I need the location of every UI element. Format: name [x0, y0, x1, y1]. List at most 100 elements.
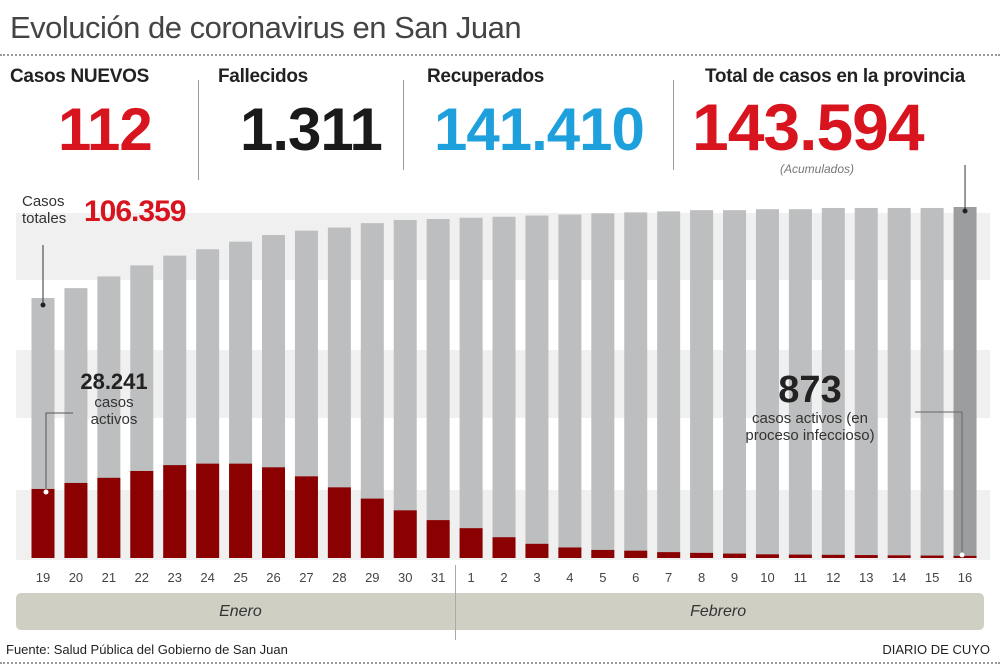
total-value: 143.594 [692, 90, 925, 164]
x-tick-label: 27 [299, 570, 313, 585]
x-tick-label: 3 [533, 570, 540, 585]
bar-total [723, 210, 747, 559]
bar-active [163, 465, 187, 558]
page-title: Evolución de coronavirus en San Juan [10, 10, 522, 45]
x-tick-label: 20 [69, 570, 83, 585]
total-annotation-line2: totales [22, 210, 67, 227]
bar-active [426, 520, 450, 558]
bar-total [327, 227, 351, 558]
x-tick-label: 4 [566, 570, 573, 585]
bar-active [821, 554, 845, 558]
x-tick-label: 30 [398, 570, 412, 585]
bar-active [262, 467, 286, 558]
x-tick-label: 10 [760, 570, 774, 585]
bar-active [229, 463, 253, 558]
bar-total [294, 230, 318, 559]
recovered-value: 141.410 [434, 96, 645, 163]
active-annotation-value: 28.241 [80, 369, 148, 394]
x-tick-label: 12 [826, 570, 840, 585]
source-text: Fuente: Salud Pública del Gobierno de Sa… [6, 642, 288, 657]
bar-active [723, 553, 747, 558]
x-tick-label: 26 [266, 570, 280, 585]
bar-active [64, 482, 88, 558]
new-cases-value: 112 [58, 96, 153, 163]
x-tick-label: 7 [665, 570, 672, 585]
x-tick-label: 6 [632, 570, 639, 585]
month-bar [16, 593, 984, 630]
x-tick-label: 16 [958, 570, 972, 585]
x-tick-label: 25 [233, 570, 247, 585]
x-tick-label: 19 [36, 570, 50, 585]
bar-total [953, 207, 977, 558]
bar-active [788, 554, 812, 558]
x-tick-label: 28 [332, 570, 346, 585]
x-tick-label: 2 [500, 570, 507, 585]
bar-total [492, 216, 516, 559]
bar-total [525, 215, 549, 558]
x-tick-label: 1 [467, 570, 474, 585]
bar-active [130, 470, 154, 558]
x-tick-label: 22 [135, 570, 149, 585]
bar-total [788, 209, 812, 558]
divider [0, 662, 1000, 664]
bar-total [393, 219, 417, 558]
bar-active [492, 537, 516, 558]
bar-active [591, 549, 615, 558]
x-tick-label: 14 [892, 570, 906, 585]
x-tick-label: 24 [200, 570, 214, 585]
x-tick-label: 9 [731, 570, 738, 585]
divider [673, 80, 674, 170]
bar-active [755, 554, 779, 558]
month-divider [455, 565, 456, 640]
bar-total [360, 223, 384, 558]
bar-total [624, 212, 648, 559]
x-tick-label: 15 [925, 570, 939, 585]
month-label-febrero: Febrero [690, 603, 747, 620]
bar-active [31, 488, 55, 558]
bar-active [624, 550, 648, 558]
end-active-line1: casos activos (en [752, 410, 868, 427]
month-label-enero: Enero [219, 603, 262, 620]
end-active-annotation: 873 casos activos (en proceso infeccioso… [730, 370, 890, 444]
bar-active [393, 510, 417, 558]
x-tick-label: 23 [167, 570, 181, 585]
active-annotation-line2: activos [90, 411, 138, 428]
x-tick-label: 5 [599, 570, 606, 585]
x-tick-label: 13 [859, 570, 873, 585]
leader-line [915, 411, 963, 555]
end-active-line2: proceso infeccioso) [745, 427, 875, 444]
total-annotation-line1: Casos [22, 193, 65, 210]
bar-total [755, 209, 779, 558]
bar-total [821, 207, 845, 559]
total-label: Total de casos en la provincia [705, 66, 965, 87]
marker-dot [962, 208, 968, 214]
bar-active [294, 476, 318, 558]
marker-dot [959, 552, 965, 558]
divider [403, 80, 404, 170]
total-annotation-value: 106.359 [84, 195, 186, 228]
new-cases-label: Casos NUEVOS [10, 66, 149, 87]
bar-active [953, 555, 977, 558]
bar-total [426, 218, 450, 558]
bar-active [854, 555, 878, 558]
bar-total [558, 214, 582, 559]
bar-total [690, 210, 714, 559]
x-tick-label: 11 [794, 570, 808, 585]
x-tick-label: 21 [102, 570, 116, 585]
marker-dot [40, 302, 46, 308]
recovered-label: Recuperados [427, 66, 545, 87]
brand-text: DIARIO DE CUYO [882, 642, 990, 657]
leader-line [45, 412, 73, 492]
x-tick-label: 8 [698, 570, 705, 585]
divider [198, 80, 199, 180]
bar-active [459, 528, 483, 558]
bar-total [459, 217, 483, 558]
bar-active [327, 487, 351, 558]
x-tick-label: 31 [431, 570, 445, 585]
bar-active [360, 498, 384, 558]
bar-total [854, 207, 878, 559]
bar-total [657, 211, 681, 558]
active-annotation: 28.241 casos activos [64, 369, 164, 429]
bar-active [525, 543, 549, 558]
